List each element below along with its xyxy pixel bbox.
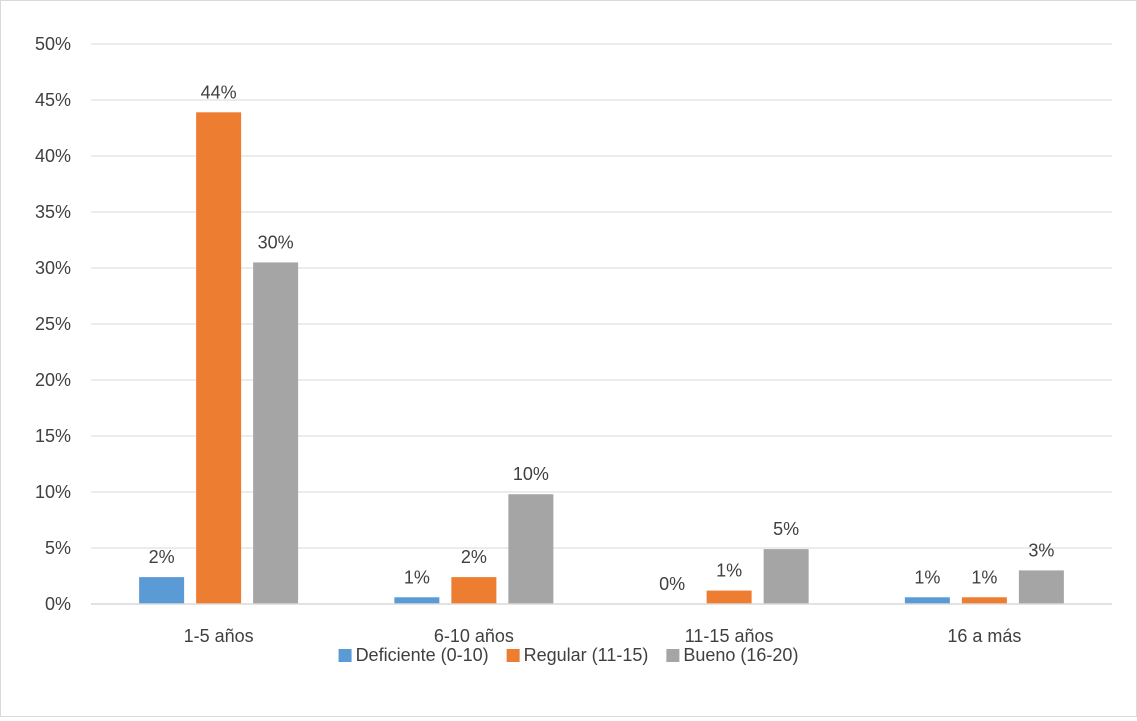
y-axis-ticks: 0% 5% 10% 15% 20% 25% 30% 35% 40% 45% 50% — [35, 34, 71, 614]
bar — [763, 549, 809, 604]
legend-item: Deficiente (0-10) — [338, 645, 489, 665]
bar — [451, 577, 497, 604]
y-tick-label: 15% — [35, 426, 71, 446]
category-labels: 1-5 años 6-10 años 11-15 años 16 a más — [184, 626, 1022, 646]
legend: Deficiente (0-10) Regular (11-15) Bueno (1… — [338, 645, 798, 665]
data-label: 30% — [258, 232, 294, 252]
legend-swatch — [338, 649, 352, 662]
y-tick-label: 50% — [35, 34, 71, 54]
data-label: 0% — [659, 574, 685, 594]
gridlines — [91, 43, 1112, 549]
data-label: 3% — [1028, 540, 1054, 560]
bar — [253, 262, 299, 604]
bar — [508, 494, 554, 604]
y-tick-label: 30% — [35, 258, 71, 278]
category-label: 1-5 años — [184, 626, 254, 646]
y-tick-label: 35% — [35, 202, 71, 222]
legend-label: Regular (11-15) — [524, 645, 649, 665]
legend-swatch — [666, 649, 680, 662]
data-label: 1% — [914, 567, 940, 587]
y-tick-label: 0% — [45, 594, 71, 614]
data-label: 1% — [404, 567, 430, 587]
data-label: 1% — [971, 567, 997, 587]
data-label: 5% — [773, 519, 799, 539]
y-tick-label: 20% — [35, 370, 71, 390]
bar — [196, 112, 242, 604]
legend-label: Deficiente (0-10) — [356, 645, 489, 665]
data-label: 10% — [513, 464, 549, 484]
bar — [139, 577, 185, 604]
legend-item: Bueno (16-20) — [666, 645, 798, 665]
y-tick-label: 45% — [35, 90, 71, 110]
legend-item: Regular (11-15) — [506, 645, 649, 665]
data-labels: 2% 44% 30% 1% 2% 10% 0% 1% 5% 1% 1% 3% — [149, 82, 1055, 594]
y-tick-label: 10% — [35, 482, 71, 502]
data-label: 2% — [149, 547, 175, 567]
data-label: 1% — [716, 561, 742, 581]
legend-swatch — [506, 649, 520, 662]
category-label: 16 a más — [947, 626, 1021, 646]
category-label: 6-10 años — [434, 626, 514, 646]
bars — [139, 112, 1064, 604]
category-label: 11-15 años — [685, 626, 774, 646]
data-label: 2% — [461, 547, 487, 567]
y-tick-label: 40% — [35, 146, 71, 166]
bar — [961, 597, 1007, 604]
y-tick-label: 5% — [45, 538, 71, 558]
data-label: 44% — [201, 82, 237, 102]
bar — [1018, 570, 1064, 604]
bar — [394, 597, 440, 604]
bar — [706, 590, 752, 604]
bar — [904, 597, 950, 604]
y-tick-label: 25% — [35, 314, 71, 334]
legend-label: Bueno (16-20) — [683, 645, 798, 665]
